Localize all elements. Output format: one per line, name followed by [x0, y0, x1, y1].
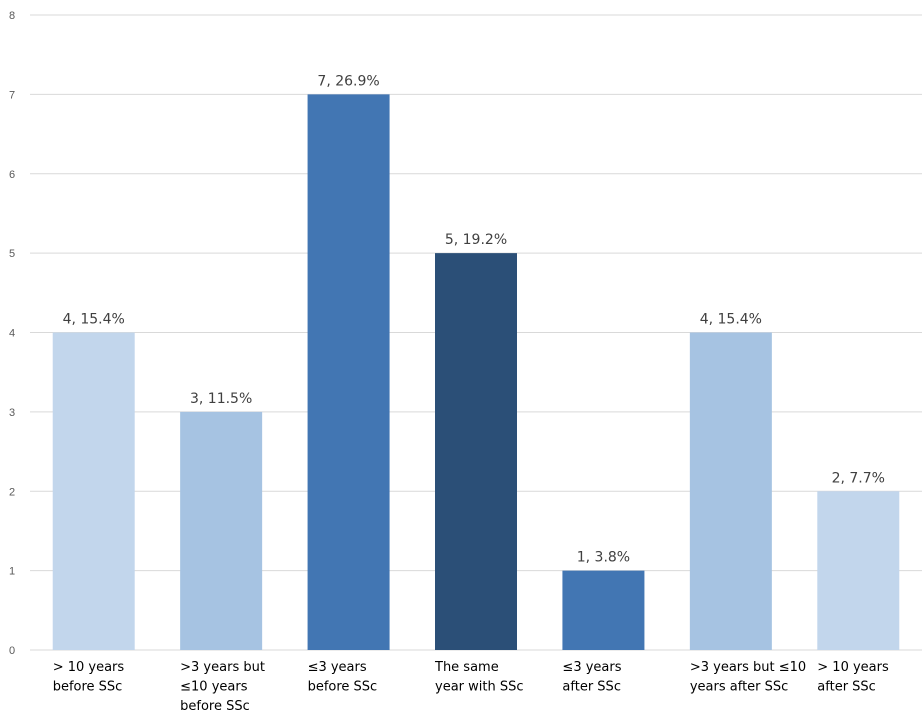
y-axis-ticks: 0 1 2 3 4 5 6 7 8	[9, 10, 15, 657]
y-tick-label: 0	[9, 645, 15, 657]
category-label-line: >3 years but	[180, 660, 265, 675]
y-tick-label: 4	[9, 328, 15, 340]
category-label-line: >3 years but ≤10	[690, 660, 806, 675]
y-tick-label: 3	[9, 407, 15, 419]
bars	[52, 94, 900, 650]
bar	[52, 332, 135, 650]
category-label: ≤3 years after SSc	[562, 660, 621, 695]
category-label: >3 years but ≤10 years after SSc	[690, 660, 806, 695]
category-label: ≤3 years before SSc	[308, 660, 378, 695]
data-label: 7, 26.9%	[317, 73, 379, 89]
data-labels: 4, 15.4% 3, 11.5% 7, 26.9% 5, 19.2% 1, 3.8% 4…	[63, 73, 885, 565]
category-label: > 10 years after SSc	[817, 660, 889, 695]
data-label: 4, 15.4%	[63, 312, 125, 328]
category-label-line: ≤3 years	[562, 660, 621, 675]
bar	[817, 491, 900, 650]
data-label: 1, 3.8%	[577, 550, 630, 566]
data-label: 2, 7.7%	[832, 470, 885, 486]
bar	[562, 570, 645, 650]
category-label-line: before SSc	[308, 680, 378, 695]
category-label-line: > 10 years	[817, 660, 889, 675]
category-label-line: ≤10 years	[180, 680, 248, 695]
bar	[435, 253, 517, 650]
bar	[180, 411, 263, 650]
y-tick-label: 7	[9, 89, 15, 101]
category-label: >3 years but ≤10 years before SSc	[180, 660, 265, 714]
y-tick-label: 6	[9, 169, 15, 181]
category-label-line: > 10 years	[53, 660, 125, 675]
category-label: The same year with SSc	[434, 660, 524, 695]
bar	[307, 94, 390, 650]
y-tick-label: 5	[9, 248, 15, 260]
data-label: 4, 15.4%	[700, 312, 762, 328]
category-label-line: ≤3 years	[308, 660, 367, 675]
category-label-line: before SSc	[53, 680, 123, 695]
x-axis-categories: > 10 years before SSc >3 years but ≤10 year…	[53, 660, 889, 714]
y-tick-label: 2	[9, 486, 15, 498]
category-label-line: year with SSc	[435, 680, 524, 695]
data-label: 3, 11.5%	[190, 391, 252, 407]
category-label: > 10 years before SSc	[53, 660, 125, 695]
category-label-line: after SSc	[562, 680, 621, 695]
y-tick-label: 8	[9, 10, 15, 22]
category-label-line: after SSc	[817, 680, 876, 695]
category-label-line: before SSc	[180, 699, 250, 714]
data-label: 5, 19.2%	[445, 232, 507, 248]
category-label-line: The same	[434, 660, 499, 675]
y-tick-label: 1	[9, 566, 15, 578]
category-label-line: years after SSc	[690, 680, 788, 695]
bar	[689, 332, 772, 650]
